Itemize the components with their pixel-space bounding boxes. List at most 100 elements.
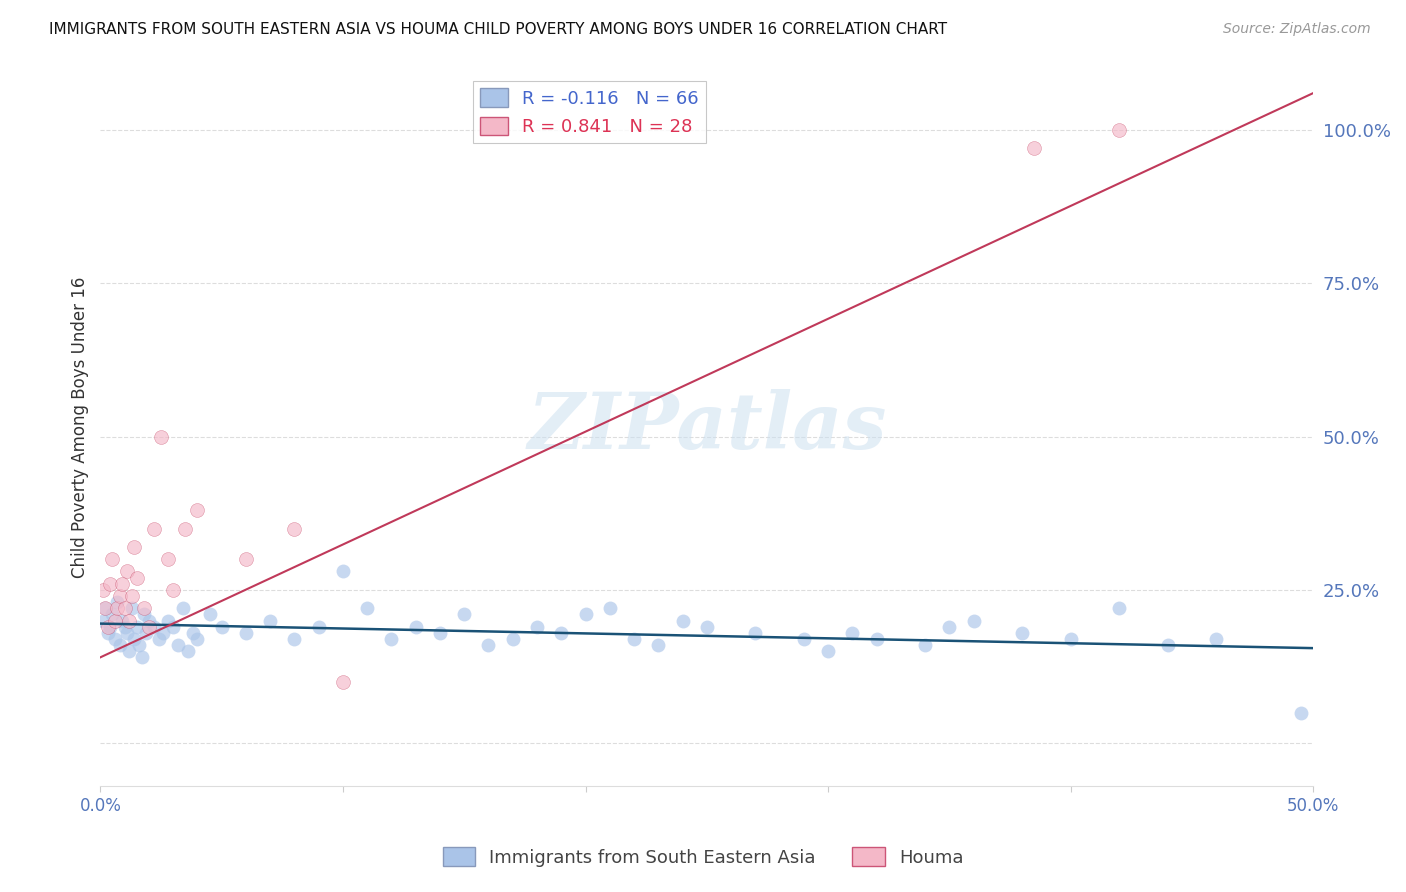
Point [502,632,524,646]
Point [94,601,117,615]
Point [111,614,134,628]
Point [332,674,354,689]
Point [259,614,281,628]
Point [1108,601,1130,615]
Point [1205,632,1227,646]
Point [1157,638,1180,652]
Point [841,625,863,640]
Point [115,565,138,579]
Point [118,644,141,658]
Point [174,522,197,536]
Point [98,576,121,591]
Point [181,625,204,640]
Point [118,614,141,628]
Point [211,620,233,634]
Point [101,552,124,566]
Point [138,614,160,628]
Point [696,620,718,634]
Point [157,614,180,628]
Point [332,565,354,579]
Point [132,607,155,622]
Legend: R = -0.116   N = 66, R = 0.841   N = 28: R = -0.116 N = 66, R = 0.841 N = 28 [474,81,706,144]
Point [186,632,208,646]
Point [104,632,127,646]
Point [793,632,815,646]
Point [647,638,669,652]
Y-axis label: Child Poverty Among Boys Under 16: Child Poverty Among Boys Under 16 [72,277,89,578]
Point [963,614,986,628]
Point [128,638,150,652]
Point [157,552,180,566]
Point [108,589,131,603]
Point [235,552,257,566]
Point [526,620,548,634]
Point [405,620,427,634]
Point [914,638,936,652]
Point [453,607,475,622]
Point [142,522,165,536]
Point [142,620,165,634]
Point [125,620,148,634]
Point [1060,632,1083,646]
Point [105,595,128,609]
Point [114,601,136,615]
Point [124,632,146,646]
Point [115,625,138,640]
Point [550,625,572,640]
Point [111,576,134,591]
Point [623,632,645,646]
Point [744,625,766,640]
Point [167,638,190,652]
Point [477,638,499,652]
Legend: Immigrants from South Eastern Asia, Houma: Immigrants from South Eastern Asia, Houm… [436,840,970,874]
Point [865,632,887,646]
Point [198,607,221,622]
Point [148,632,170,646]
Point [599,601,621,615]
Text: Source: ZipAtlas.com: Source: ZipAtlas.com [1223,22,1371,37]
Point [308,620,330,634]
Point [356,601,378,615]
Point [94,601,117,615]
Point [162,582,184,597]
Point [574,607,596,622]
Point [131,650,153,665]
Point [125,571,148,585]
Point [235,625,257,640]
Point [380,632,402,646]
Point [186,503,208,517]
Point [162,620,184,634]
Point [104,614,127,628]
Point [124,540,146,554]
Point [671,614,693,628]
Point [283,632,305,646]
Point [172,601,194,615]
Point [817,644,839,658]
Point [91,614,114,628]
Text: ZIPatlas: ZIPatlas [527,389,887,466]
Point [91,582,114,597]
Point [121,589,143,603]
Point [97,620,120,634]
Point [1011,625,1033,640]
Point [101,607,124,622]
Point [152,625,174,640]
Point [97,625,120,640]
Point [283,522,305,536]
Point [105,601,128,615]
Point [135,625,157,640]
Point [938,620,960,634]
Point [138,620,160,634]
Point [1289,706,1312,720]
Point [98,620,121,634]
Text: IMMIGRANTS FROM SOUTH EASTERN ASIA VS HOUMA CHILD POVERTY AMONG BOYS UNDER 16 CO: IMMIGRANTS FROM SOUTH EASTERN ASIA VS HO… [49,22,948,37]
Point [150,429,173,443]
Point [1108,123,1130,137]
Point [114,620,136,634]
Point [132,601,155,615]
Point [429,625,451,640]
Point [1024,141,1046,155]
Point [108,638,131,652]
Point [176,644,198,658]
Point [121,601,143,615]
